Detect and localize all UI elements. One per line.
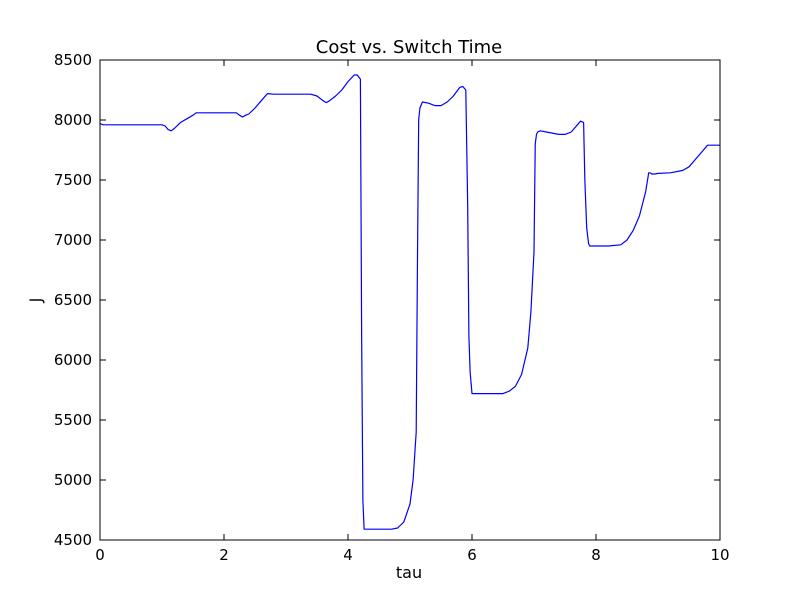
x-tick-label: 6 — [467, 546, 477, 564]
tick-labels: 0 2 4 6 8 10 4500 5000 5500 6000 6500 7000 7500 8000 8… — [54, 51, 730, 564]
x-tick-label: 2 — [219, 546, 229, 564]
y-tick-label: 7000 — [54, 231, 92, 249]
cost-series-line — [99, 74, 720, 530]
y-tick-label: 5500 — [54, 411, 92, 429]
y-axis-label: J — [26, 298, 45, 304]
y-tick-label: 4500 — [54, 531, 92, 549]
x-tick-label: 0 — [95, 546, 105, 564]
x-tick-label: 4 — [343, 546, 353, 564]
y-tick-label: 5000 — [54, 471, 92, 489]
x-tick-label: 10 — [710, 546, 729, 564]
y-tick-label: 8000 — [54, 111, 92, 129]
x-tick-label: 8 — [591, 546, 601, 564]
y-tick-label: 6000 — [54, 351, 92, 369]
plot-area — [100, 60, 720, 540]
plot-frame — [99, 59, 721, 541]
y-tick-label: 6500 — [54, 291, 92, 309]
y-tick-label: 7500 — [54, 171, 92, 189]
chart-title: Cost vs. Switch Time — [316, 37, 503, 58]
x-axis-label: tau — [396, 563, 422, 582]
y-tick-label: 8500 — [54, 51, 92, 69]
